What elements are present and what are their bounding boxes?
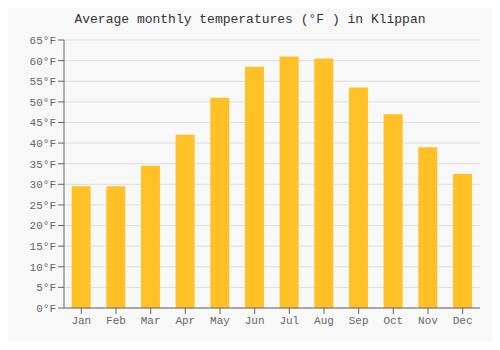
svg-text:Mar: Mar [141,315,161,327]
svg-text:55°F: 55°F [30,76,56,88]
svg-text:May: May [210,315,230,327]
html-text:Average monthly temperatures (: Average monthly temperatures (°F ) in Kl… [74,12,426,27]
svg-text:65°F: 65°F [30,35,56,47]
svg-text:20°F: 20°F [30,220,56,232]
svg-text:Dec: Dec [453,315,473,327]
svg-text:Nov: Nov [418,315,438,327]
svg-text:Feb: Feb [106,315,126,327]
svg-text:40°F: 40°F [30,138,56,150]
svg-text:5°F: 5°F [36,282,56,294]
svg-text:Jun: Jun [245,315,265,327]
svg-text:15°F: 15°F [30,241,56,253]
svg-text:Sep: Sep [349,315,369,327]
svg-text:45°F: 45°F [30,117,56,129]
svg-text:Aug: Aug [314,315,334,327]
svg-text:Oct: Oct [383,315,403,327]
svg-text:35°F: 35°F [30,159,56,171]
svg-text:25°F: 25°F [30,200,56,212]
svg-text:60°F: 60°F [30,56,56,68]
svg-text:Jul: Jul [279,315,299,327]
svg-text:Apr: Apr [175,315,195,327]
svg-text:0°F: 0°F [36,303,56,315]
svg-text:50°F: 50°F [30,97,56,109]
svg-text:30°F: 30°F [30,179,56,191]
svg-text:10°F: 10°F [30,262,56,274]
svg-text:Jan: Jan [71,315,91,327]
